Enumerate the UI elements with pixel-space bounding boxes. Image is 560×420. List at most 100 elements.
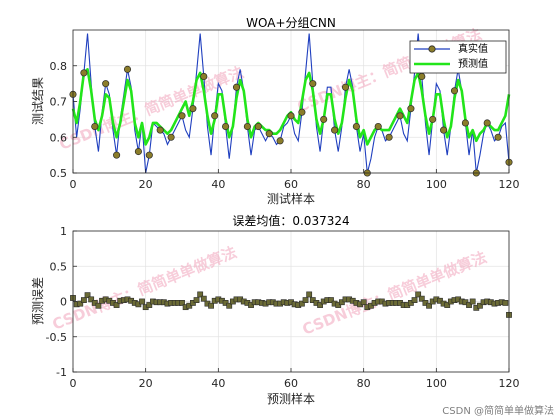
x-tick-label: 80 bbox=[357, 377, 371, 390]
error-point bbox=[502, 300, 509, 306]
series-true-point bbox=[211, 112, 219, 120]
watermark-text: CSDN博主：简简单单做算法 bbox=[50, 243, 239, 334]
y-tick-label: 1 bbox=[60, 225, 67, 238]
error-point bbox=[418, 295, 425, 302]
series-true-point bbox=[91, 122, 99, 131]
y-tick-label: -1 bbox=[56, 366, 67, 379]
top-plot: WOA+分组CNN CSDN博主：简简单单做算法 CSDN博主：简简单单做算法 … bbox=[30, 16, 520, 206]
error-point bbox=[466, 302, 472, 308]
legend-box bbox=[409, 40, 507, 74]
x-tick-label: 20 bbox=[139, 178, 153, 191]
series-true-point bbox=[167, 133, 175, 141]
y-tick-label: 0.5 bbox=[50, 260, 68, 273]
series-true-point bbox=[374, 122, 382, 131]
top-series bbox=[69, 33, 513, 177]
series-pred-line bbox=[71, 68, 511, 146]
series-true-point bbox=[243, 122, 251, 131]
x-tick-label: 120 bbox=[499, 178, 520, 191]
series-true-point bbox=[145, 151, 153, 159]
legend-label-pred: 预测值 bbox=[458, 57, 488, 70]
series-true-point bbox=[440, 126, 448, 134]
series-true-point bbox=[222, 122, 230, 131]
error-point bbox=[88, 296, 95, 303]
series-true-point bbox=[407, 105, 415, 113]
series-true-point bbox=[276, 137, 284, 145]
series-true-point bbox=[331, 126, 339, 134]
y-tick-label: 0.6 bbox=[50, 131, 68, 144]
x-tick-label: 120 bbox=[499, 377, 520, 390]
series-true-point bbox=[483, 119, 491, 127]
error-point bbox=[411, 297, 418, 303]
watermark-text: CSDN博主：简简单单做算法 bbox=[300, 248, 489, 339]
series-true-point bbox=[418, 72, 426, 81]
series-true-point bbox=[178, 112, 186, 120]
x-tick-label: 100 bbox=[426, 377, 447, 390]
y-tick-label: 0 bbox=[60, 296, 67, 309]
y-tick-label: 0.7 bbox=[50, 96, 68, 109]
top-x-axis-label: 测试样本 bbox=[267, 191, 315, 206]
series-true-point bbox=[80, 69, 88, 77]
top-ticks: 0 20 40 60 80 100 120 0.5 0.6 0.7 0.8 bbox=[50, 60, 520, 191]
error-point bbox=[444, 302, 451, 308]
top-plot-title: WOA+分组CNN bbox=[246, 16, 336, 30]
bottom-plot-title: 误差均值：0.037324 bbox=[232, 213, 349, 228]
series-true-point bbox=[450, 87, 459, 95]
x-tick-label: 100 bbox=[426, 178, 447, 191]
error-point bbox=[208, 302, 214, 309]
x-tick-label: 40 bbox=[211, 178, 225, 191]
error-point bbox=[179, 300, 185, 306]
series-true-point bbox=[396, 112, 404, 120]
series-true-point bbox=[102, 80, 110, 88]
bottom-ticks: 0 20 40 60 80 100 120 -1 -0.5 0 0.5 1 bbox=[46, 225, 520, 390]
series-true-point bbox=[341, 83, 350, 91]
y-tick-label: 0.8 bbox=[50, 60, 68, 73]
series-true-point bbox=[494, 133, 502, 141]
series-true-point bbox=[287, 112, 295, 120]
top-y-axis-label: 测试结果 bbox=[30, 77, 45, 125]
error-point bbox=[302, 297, 309, 303]
series-true-point bbox=[461, 119, 469, 127]
x-tick-label: 80 bbox=[357, 178, 371, 191]
series-true-point bbox=[113, 151, 121, 159]
error-point bbox=[193, 297, 200, 303]
series-true-point bbox=[429, 115, 437, 123]
legend-swatch-true-marker bbox=[428, 45, 436, 53]
series-true-point bbox=[298, 108, 306, 116]
error-point bbox=[226, 302, 233, 309]
error-point bbox=[415, 291, 422, 298]
x-tick-label: 40 bbox=[211, 377, 225, 390]
series-true-point bbox=[320, 115, 328, 123]
bottom-watermark: CSDN博主：简简单单做算法 CSDN博主：简简单单做算法 bbox=[50, 243, 489, 339]
series-true-point bbox=[254, 122, 262, 131]
error-point bbox=[426, 302, 432, 309]
series-true-point bbox=[123, 65, 132, 73]
error-point bbox=[139, 298, 145, 305]
x-tick-label: 60 bbox=[284, 178, 298, 191]
series-true-point bbox=[189, 105, 197, 113]
error-point bbox=[77, 300, 84, 307]
series-true-point bbox=[352, 122, 360, 131]
bottom-series bbox=[70, 291, 512, 318]
error-point bbox=[81, 297, 87, 303]
x-tick-label: 0 bbox=[70, 377, 77, 390]
series-true-point bbox=[232, 83, 241, 91]
error-point bbox=[197, 291, 204, 298]
series-true-point bbox=[265, 130, 273, 138]
error-point bbox=[469, 298, 476, 305]
error-point bbox=[317, 302, 323, 308]
error-point bbox=[360, 299, 367, 306]
series-true-point bbox=[156, 126, 164, 134]
error-point bbox=[200, 295, 207, 302]
x-tick-label: 60 bbox=[284, 377, 298, 390]
series-true-point bbox=[385, 133, 393, 141]
error-point bbox=[328, 297, 334, 303]
error-point bbox=[477, 302, 483, 309]
error-point bbox=[84, 292, 91, 299]
error-point bbox=[146, 302, 153, 308]
series-true-point bbox=[309, 80, 317, 88]
error-point bbox=[306, 291, 313, 298]
legend: 真实值 预测值 bbox=[409, 40, 507, 74]
x-tick-label: 0 bbox=[70, 178, 77, 191]
legend-label-true: 真实值 bbox=[458, 42, 488, 55]
